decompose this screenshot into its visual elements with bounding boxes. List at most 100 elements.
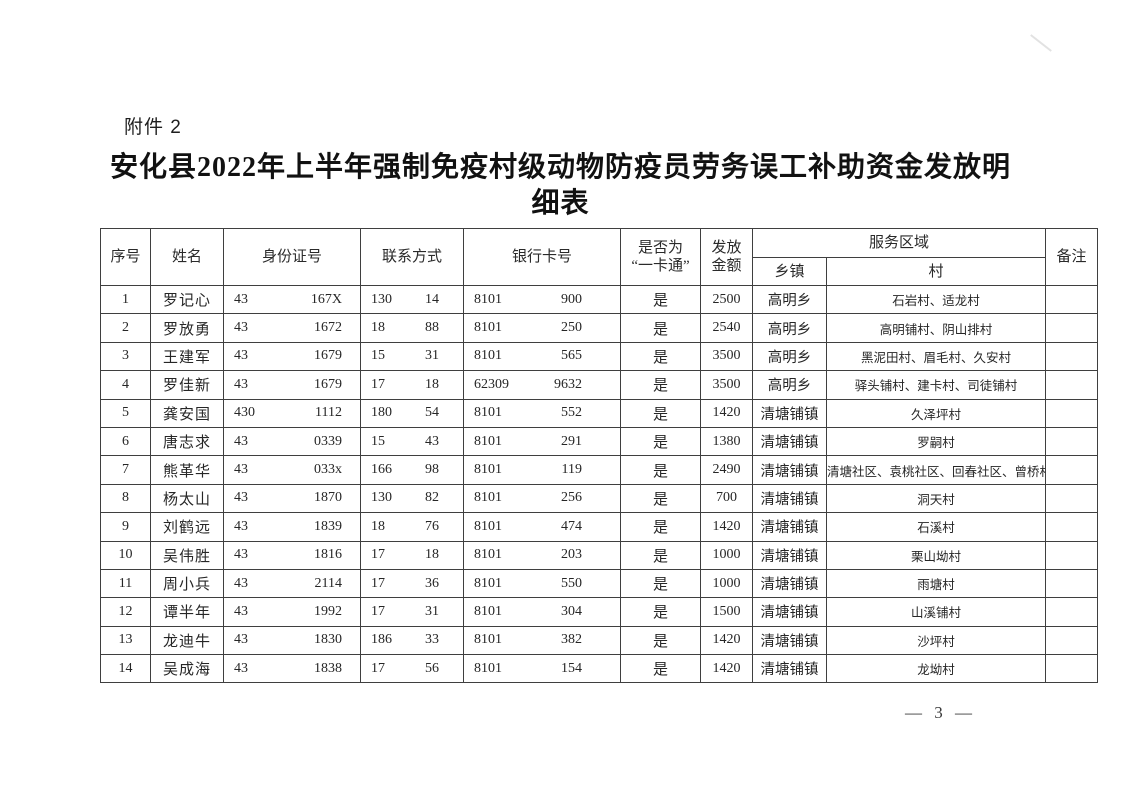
- cell-town: 高明乡: [752, 341, 827, 372]
- table-row: 13 龙迪牛 43 1830 186 33 8101 382 是 1420 清塘铺镇 沙坪村: [100, 625, 1099, 656]
- cell-bank-card-prefix: 8101: [474, 433, 502, 449]
- cell-id-number-prefix: 43: [234, 547, 248, 563]
- cell-contact-prefix: 180: [371, 405, 392, 421]
- cell-id-number-suffix: 1870: [314, 490, 342, 506]
- document-title-line1: 安化县2022年上半年强制免疫村级动物防疫员劳务误工补助资金发放明: [109, 152, 1011, 183]
- cell-contact-prefix: 15: [371, 348, 385, 364]
- table-row: 7 熊革华 43 033x 166 98 8101 119 是 2490 清塘铺镇 清塘社区、袁桃社区…: [100, 455, 1099, 485]
- cell-remark: [1045, 398, 1099, 428]
- cell-bank-card-suffix: 565: [561, 348, 582, 364]
- cell-name: 谭半年: [150, 597, 224, 627]
- header-village: 村: [825, 257, 1047, 286]
- cell-bank-card: 62309 9632: [463, 370, 621, 400]
- cell-bank-card: 8101 900: [463, 284, 621, 315]
- cell-town: 清塘铺镇: [752, 597, 827, 627]
- cell-name: 熊革华: [150, 455, 224, 485]
- cell-id-number-suffix: 0339: [314, 433, 342, 449]
- cell-village: 黑泥田村、眉毛村、久安村: [825, 341, 1047, 372]
- cell-onecard: 是: [620, 625, 701, 656]
- table-row: 12 谭半年 43 1992 17 31 8101 304 是 1500 清塘铺镇 山溪铺村: [100, 597, 1099, 627]
- cell-name: 刘鹤远: [150, 512, 224, 542]
- cell-bank-card: 8101 154: [463, 654, 621, 684]
- cell-bank-card: 8101 550: [463, 568, 621, 599]
- cell-village: 石岩村、适龙村: [825, 284, 1047, 315]
- cell-id-number: 43 1838: [223, 654, 361, 684]
- cell-contact-suffix: 43: [425, 433, 439, 449]
- cell-no: 14: [100, 654, 151, 684]
- cell-onecard: 是: [620, 597, 701, 627]
- cell-onecard: 是: [620, 370, 701, 400]
- cell-id-number: 43 1816: [223, 540, 361, 570]
- cell-remark: [1045, 625, 1099, 656]
- cell-id-number-suffix: 1672: [314, 320, 342, 336]
- table-body: 1 罗记心 43 167X 130 14 8101 900 是 2500 高明乡 石岩村、适龙村 2 罗放…: [100, 284, 1099, 684]
- cell-contact: 17 18: [360, 370, 464, 400]
- cell-amount: 2540: [700, 313, 753, 343]
- cell-bank-card-prefix: 8101: [474, 462, 502, 478]
- cell-contact-suffix: 14: [425, 291, 439, 307]
- cell-id-number-prefix: 430: [234, 405, 255, 421]
- cell-id-number: 43 1870: [223, 483, 361, 514]
- cell-bank-card: 8101 552: [463, 398, 621, 428]
- header-name: 姓名: [150, 228, 224, 286]
- cell-amount: 2500: [700, 284, 753, 315]
- cell-contact-suffix: 76: [425, 518, 439, 534]
- cell-town: 清塘铺镇: [752, 398, 827, 428]
- cell-onecard: 是: [620, 313, 701, 343]
- cell-remark: [1045, 370, 1099, 400]
- cell-contact-prefix: 166: [371, 462, 392, 478]
- cell-onecard: 是: [620, 654, 701, 684]
- cell-contact-suffix: 82: [425, 490, 439, 506]
- cell-name: 吴伟胜: [150, 540, 224, 570]
- cell-bank-card-prefix: 8101: [474, 547, 502, 563]
- cell-bank-card-suffix: 382: [561, 632, 582, 648]
- cell-name: 唐志求: [150, 426, 224, 457]
- cell-contact-suffix: 56: [425, 660, 439, 676]
- cell-bank-card-prefix: 8101: [474, 518, 502, 534]
- cell-bank-card: 8101 256: [463, 483, 621, 514]
- cell-amount: 3500: [700, 341, 753, 372]
- cell-contact: 17 18: [360, 540, 464, 570]
- cell-contact-prefix: 17: [371, 547, 385, 563]
- cell-id-number: 43 0339: [223, 426, 361, 457]
- header-no: 序号: [100, 228, 151, 286]
- cell-name: 龙迪牛: [150, 625, 224, 656]
- cell-amount: 1420: [700, 625, 753, 656]
- cell-id-number-suffix: 1992: [314, 603, 342, 619]
- cell-id-number-suffix: 033x: [314, 462, 342, 478]
- header-remark: 备注: [1045, 228, 1099, 286]
- cell-no: 2: [100, 313, 151, 343]
- cell-bank-card: 8101 474: [463, 512, 621, 542]
- subsidy-table-wrap: 序号 姓名 身份证号 联系方式 银行卡号 是否为 “一卡通” 发放 金额 服务区…: [100, 228, 1099, 684]
- cell-id-number-prefix: 43: [234, 320, 248, 336]
- cell-village: 山溪铺村: [825, 597, 1047, 627]
- cell-bank-card-prefix: 8101: [474, 490, 502, 506]
- cell-onecard: 是: [620, 568, 701, 599]
- cell-name: 杨太山: [150, 483, 224, 514]
- cell-id-number-prefix: 43: [234, 518, 248, 534]
- cell-bank-card-prefix: 62309: [474, 376, 509, 392]
- cell-id-number: 43 1839: [223, 512, 361, 542]
- cell-village: 沙坪村: [825, 625, 1047, 656]
- cell-id-number-prefix: 43: [234, 291, 248, 307]
- cell-remark: [1045, 512, 1099, 542]
- cell-bank-card-suffix: 291: [561, 433, 582, 449]
- cell-no: 8: [100, 483, 151, 514]
- cell-town: 清塘铺镇: [752, 568, 827, 599]
- cell-no: 3: [100, 341, 151, 372]
- cell-id-number-prefix: 43: [234, 603, 248, 619]
- cell-town: 高明乡: [752, 313, 827, 343]
- cell-bank-card: 8101 382: [463, 625, 621, 656]
- subsidy-table: 序号 姓名 身份证号 联系方式 银行卡号 是否为 “一卡通” 发放 金额 服务区…: [100, 228, 1099, 684]
- cell-onecard: 是: [620, 455, 701, 485]
- cell-id-number: 43 2114: [223, 568, 361, 599]
- table-row: 9 刘鹤远 43 1839 18 76 8101 474 是 1420 清塘铺镇 石溪村: [100, 512, 1099, 542]
- cell-amount: 1380: [700, 426, 753, 457]
- cell-village: 雨塘村: [825, 568, 1047, 599]
- cell-id-number-suffix: 1679: [314, 376, 342, 392]
- cell-contact-suffix: 54: [425, 405, 439, 421]
- table-row: 5 龚安国 430 1112 180 54 8101 552 是 1420 清塘铺镇 久泽坪村: [100, 398, 1099, 428]
- cell-contact: 17 56: [360, 654, 464, 684]
- cell-name: 罗放勇: [150, 313, 224, 343]
- cell-contact: 130 82: [360, 483, 464, 514]
